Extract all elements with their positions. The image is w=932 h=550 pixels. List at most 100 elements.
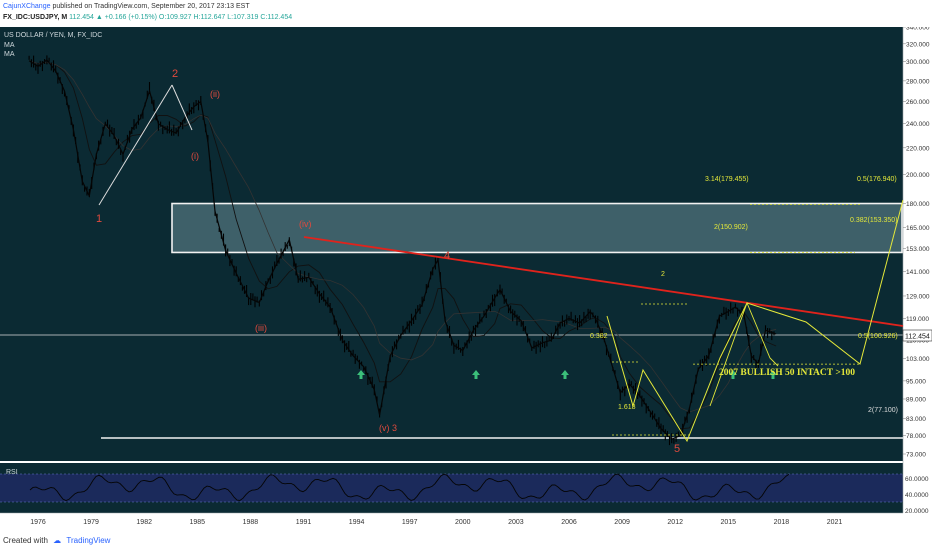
wave-label-v3: (v) 3 bbox=[379, 423, 397, 433]
rsi-tick-20: 20.0000 bbox=[905, 508, 929, 515]
resistance-zone[interactable] bbox=[171, 202, 903, 254]
time-tick-label: 1997 bbox=[402, 519, 418, 526]
author-link[interactable]: CajunXChange bbox=[3, 3, 51, 10]
up-arrow-icon bbox=[769, 370, 777, 379]
price-tick-label: 280.000 bbox=[906, 78, 930, 85]
price-tick-label: 129.000 bbox=[906, 293, 930, 300]
wave-label-1: 1 bbox=[96, 213, 102, 225]
time-tick-label: 2012 bbox=[667, 519, 683, 526]
price-tick-label: 141.000 bbox=[906, 269, 930, 276]
price-tick-label: 95.000 bbox=[906, 378, 926, 385]
level-label-0.5-bottom: 0.5(100.926) bbox=[858, 333, 898, 340]
level-label-0.5-top: 0.5(176.940) bbox=[857, 176, 897, 183]
price-tick-label: 260.000 bbox=[906, 99, 930, 106]
axis-ticks: 340.000 320.000 300.000 280.000 260.000 240.0… bbox=[903, 27, 930, 459]
wave-2-line bbox=[171, 84, 193, 131]
price-tick-label: 119.000 bbox=[906, 316, 929, 323]
rsi-band bbox=[0, 474, 903, 502]
rsi-line bbox=[29, 473, 790, 501]
level-label-2-77: 2(77.100) bbox=[868, 407, 898, 414]
legend-title: US DOLLAR / YEN, M, FX_IDC bbox=[4, 32, 102, 39]
price-tick-label: 89.000 bbox=[906, 396, 926, 403]
chart-footer: Created with ☁ TradingView bbox=[0, 530, 932, 550]
level-label-2-150: 2(150.902) bbox=[714, 224, 748, 231]
price-tick-label: 83.000 bbox=[906, 416, 926, 423]
time-tick-label: 1982 bbox=[136, 519, 152, 526]
projection-path[interactable] bbox=[606, 199, 904, 443]
tradingview-brand[interactable]: TradingView bbox=[66, 536, 111, 545]
last-price-tag bbox=[902, 329, 932, 342]
legend-ma-1[interactable]: MA bbox=[4, 42, 15, 49]
price-tick-label: 220.000 bbox=[906, 145, 930, 152]
time-ticks: 1976 1979 1982 1985 1988 1991 1994 1997 2000 2003… bbox=[30, 519, 842, 526]
resistance-trendline[interactable] bbox=[303, 236, 904, 327]
fib-label-1618: 1.618 bbox=[618, 404, 636, 411]
time-tick-label: 1976 bbox=[30, 519, 46, 526]
buy-arrows bbox=[357, 370, 777, 379]
price-axis[interactable] bbox=[903, 27, 932, 513]
time-tick-label: 2003 bbox=[508, 519, 524, 526]
price-change: ▲ +0.166 (+0.15%) bbox=[95, 14, 157, 21]
price-tick-label: 165.000 bbox=[906, 225, 930, 232]
price-tick-label: 300.000 bbox=[906, 59, 930, 66]
price-tick-label: 240.000 bbox=[906, 121, 930, 128]
price-tick-label: 320.000 bbox=[906, 41, 930, 48]
time-tick-label: 2006 bbox=[561, 519, 577, 526]
rsi-tick-60: 60.0000 bbox=[905, 476, 929, 483]
fib-label-0382: 0.382 bbox=[590, 333, 608, 340]
rsi-axis-ticks: 60.0000 40.0000 20.0000 bbox=[905, 476, 929, 515]
rsi-legend[interactable]: RSI bbox=[6, 469, 18, 476]
wave-label-iv: (iv) bbox=[299, 219, 312, 229]
chart-legend: US DOLLAR / YEN, M, FX_IDC MA MA bbox=[4, 32, 102, 58]
wave-label-2: 2 bbox=[172, 68, 178, 80]
ohlc-values: O:109.927 H:112.647 L:107.319 C:112.454 bbox=[158, 14, 293, 21]
wave-labels: 1 2 (ii) (i) (iv) (iii) (v) 3 4 5 bbox=[96, 68, 680, 455]
wave-label-iii: (iii) bbox=[255, 323, 267, 333]
annotation-bullish: 2007 BULLISH 50 INTACT >100 bbox=[719, 368, 855, 378]
price-tick-label: 103.000 bbox=[906, 356, 930, 363]
wave-label-ii: (ii) bbox=[210, 89, 220, 99]
fib-label-2: 2 bbox=[661, 271, 665, 278]
price-tick-label: 200.000 bbox=[906, 172, 930, 179]
chart-canvas[interactable]: 340.000320.000300.000280.000260.000240.0… bbox=[0, 27, 932, 530]
symbol-line: FX_IDC:USDJPY, M 112.454 ▲ +0.166 (+0.15… bbox=[3, 14, 292, 21]
symbol-label: FX_IDC:USDJPY, M bbox=[3, 14, 68, 21]
price-series bbox=[28, 59, 777, 440]
time-tick-label: 1985 bbox=[190, 519, 206, 526]
fib-text-labels: 3.14(179.455) 0.5(176.940) 2(150.902) 0.… bbox=[590, 176, 898, 414]
up-arrow-icon bbox=[472, 370, 480, 379]
time-tick-label: 1988 bbox=[243, 519, 259, 526]
last-price: 112.454 bbox=[69, 14, 94, 21]
wave-1-2-line bbox=[98, 84, 173, 206]
price-tick-label: 78.000 bbox=[906, 433, 926, 440]
wave-label-5: 5 bbox=[674, 443, 680, 455]
time-tick-label: 2021 bbox=[827, 519, 843, 526]
level-label-3.14: 3.14(179.455) bbox=[705, 176, 749, 183]
wave-label-i: (i) bbox=[191, 151, 199, 161]
price-tick-label: 153.000 bbox=[906, 246, 930, 253]
up-arrow-icon bbox=[729, 370, 737, 379]
moving-average-2 bbox=[28, 60, 777, 413]
price-tick-label: 340.000 bbox=[906, 27, 930, 32]
level-label-0.382: 0.382(153.350) bbox=[850, 217, 897, 224]
publish-text: published on TradingView.com, September … bbox=[52, 3, 250, 10]
legend-ma-2[interactable]: MA bbox=[4, 51, 15, 58]
time-tick-label: 2009 bbox=[614, 519, 630, 526]
publish-line: CajunXChange published on TradingView.co… bbox=[3, 3, 250, 10]
projection-inner bbox=[709, 301, 779, 407]
fib-levels bbox=[693, 203, 860, 365]
time-axis[interactable] bbox=[0, 513, 932, 530]
time-tick-label: 1991 bbox=[296, 519, 312, 526]
up-arrow-icon bbox=[561, 370, 569, 379]
tradingview-logo-icon[interactable]: ☁ bbox=[53, 536, 62, 545]
last-price-tag-text: 112.454 bbox=[905, 334, 930, 341]
rsi-tick-40: 40.0000 bbox=[905, 492, 929, 499]
chart-header: CajunXChange published on TradingView.co… bbox=[0, 0, 932, 27]
time-tick-label: 1994 bbox=[349, 519, 365, 526]
time-tick-label: 2000 bbox=[455, 519, 471, 526]
up-arrow-icon bbox=[357, 370, 365, 379]
wave-label-4: 4 bbox=[444, 250, 450, 262]
time-tick-label: 2015 bbox=[721, 519, 737, 526]
time-tick-label: 1979 bbox=[83, 519, 99, 526]
time-tick-label: 2018 bbox=[774, 519, 790, 526]
